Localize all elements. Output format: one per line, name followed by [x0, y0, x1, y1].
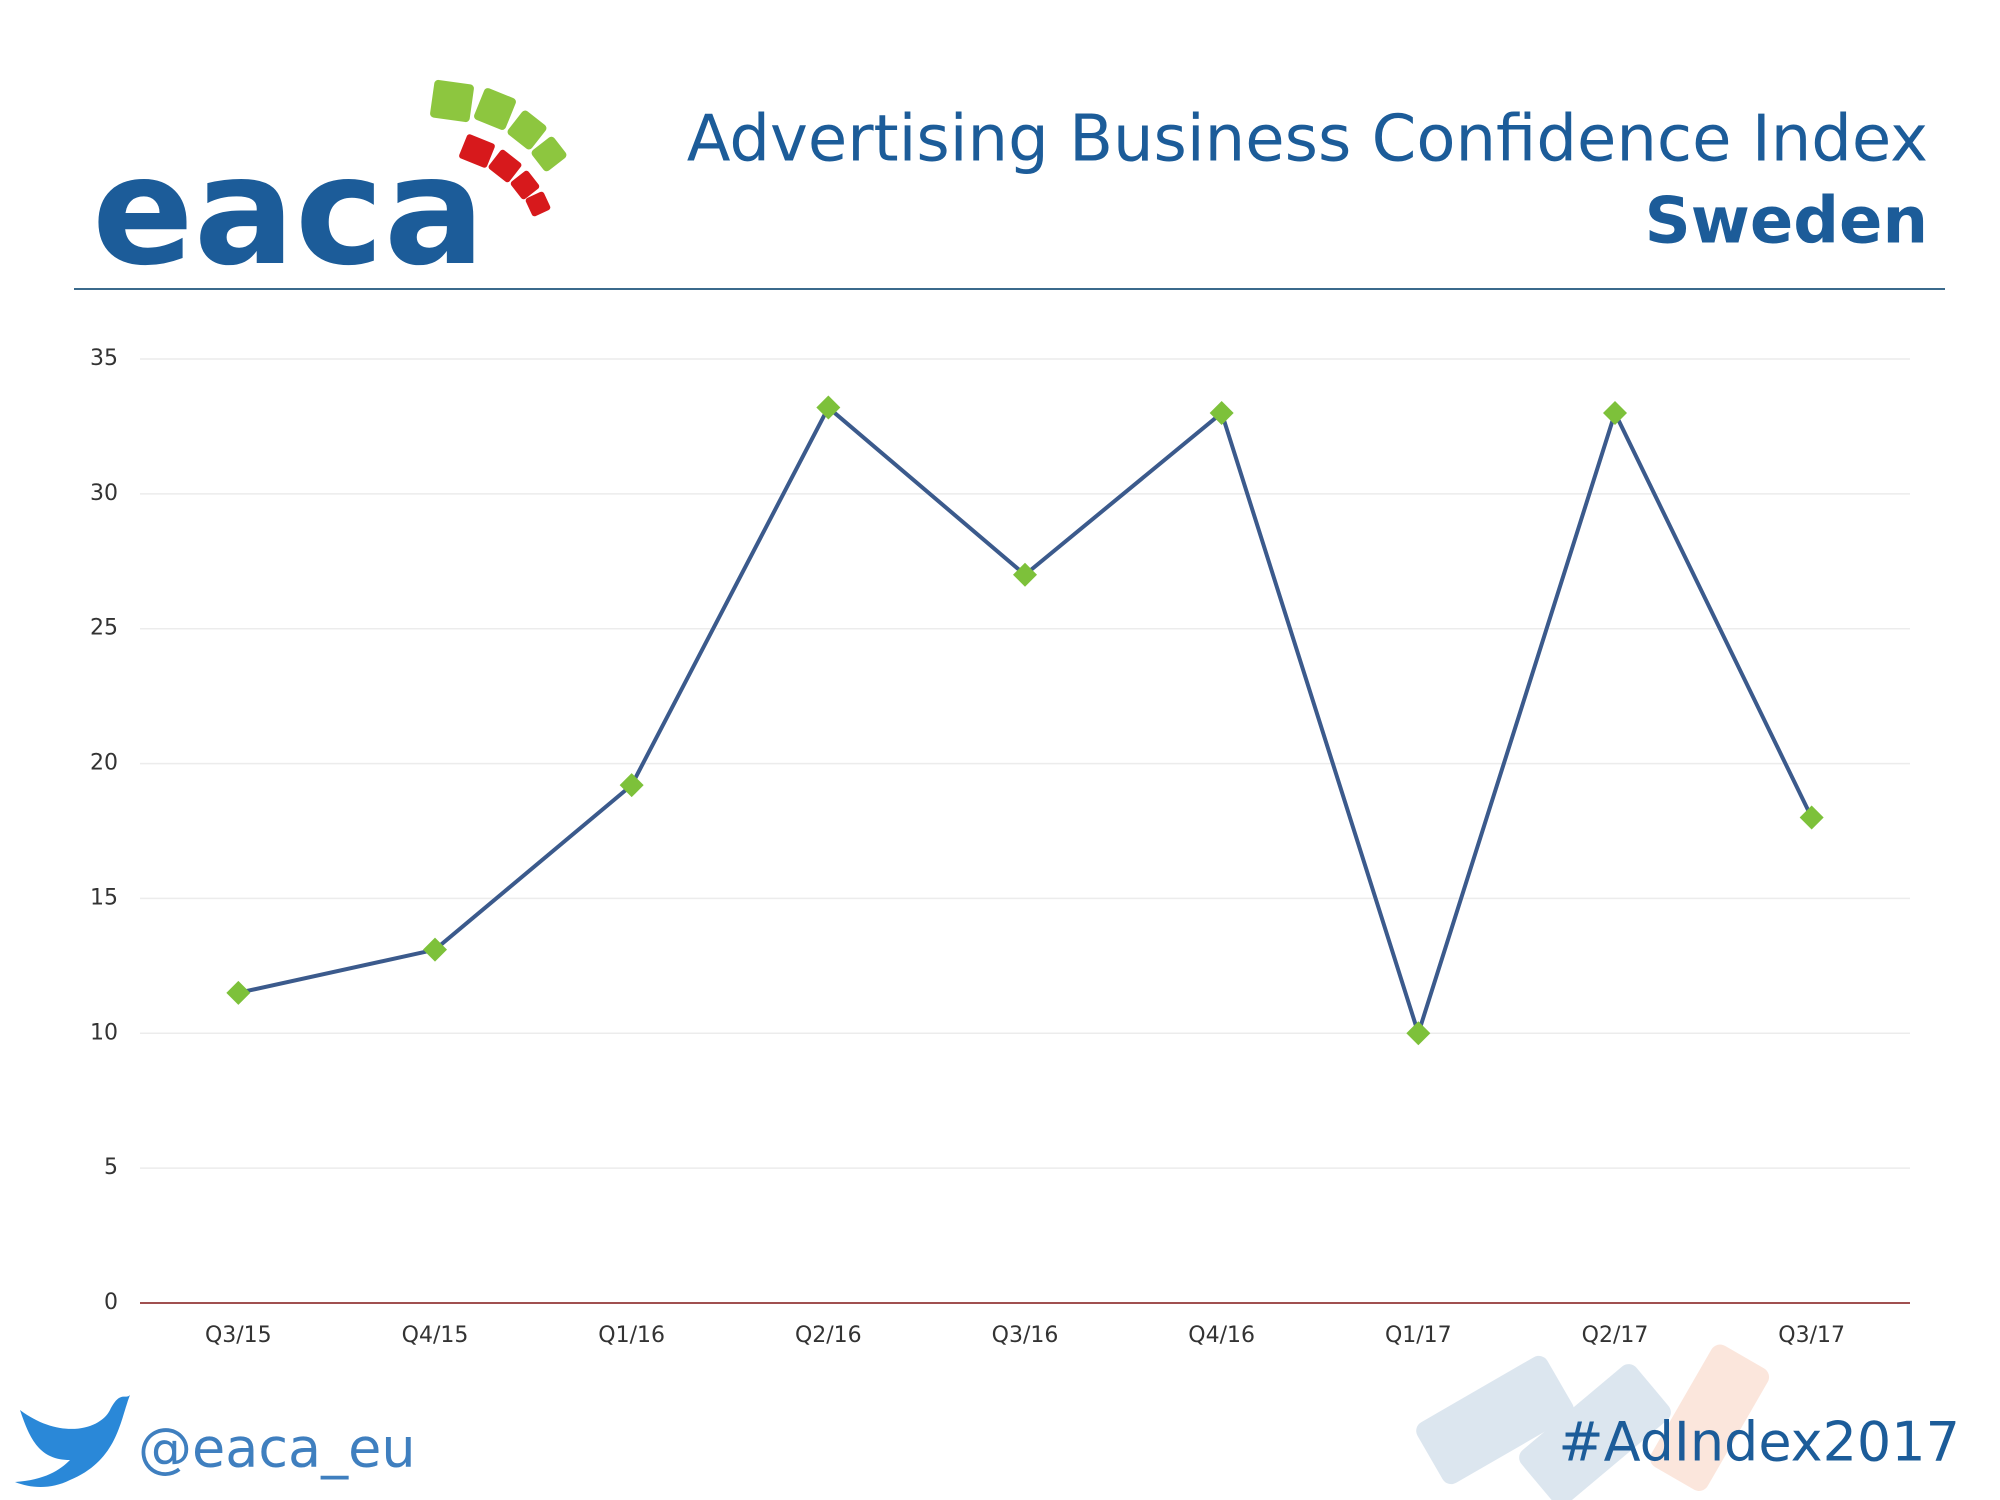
footer-decoration: [1416, 1344, 1770, 1500]
marker: [423, 937, 447, 962]
hashtag: #AdIndex2017: [1558, 1411, 1960, 1474]
y-tick-label: 20: [90, 751, 118, 776]
logo-text: eaca: [92, 125, 485, 299]
marker: [1013, 562, 1037, 587]
x-tick-label: Q3/16: [992, 1323, 1059, 1348]
y-tick-label: 5: [104, 1155, 118, 1180]
x-tick-label: Q3/15: [205, 1323, 272, 1348]
x-tick-label: Q1/16: [598, 1323, 665, 1348]
line: [237, 404, 1814, 1040]
chart-subtitle: Sweden: [1645, 185, 1928, 259]
marker: [1799, 805, 1824, 830]
marker: [816, 395, 841, 420]
x-tick-label: Q4/15: [402, 1323, 469, 1348]
x-tick-label: Q4/16: [1188, 1323, 1255, 1348]
y-tick-label: 30: [90, 481, 118, 506]
y-tick-label: 10: [90, 1020, 118, 1045]
marker: [226, 980, 251, 1005]
plot: 0 5 10 15 20 25 30 35 Q3/15 Q4/15 Q1/16 Q2/16 Q3/16 Q…: [90, 346, 1910, 1348]
x-tick-label: Q2/16: [795, 1323, 862, 1348]
x-tick-label: Q2/17: [1582, 1323, 1649, 1348]
chart-title: Advertising Business Confidence Index: [687, 103, 1928, 177]
twitter-handle[interactable]: @eaca_eu: [138, 1417, 416, 1480]
marker: [1406, 1021, 1431, 1046]
marker: [1209, 400, 1234, 425]
y-tick-label: 15: [90, 885, 118, 910]
y-tick-label: 35: [90, 346, 118, 371]
logo-arcs: [430, 79, 567, 217]
marker: [1603, 400, 1627, 425]
marker: [619, 773, 644, 798]
x-tick-label: Q3/17: [1778, 1323, 1845, 1348]
x-tick-label: Q1/17: [1385, 1323, 1452, 1348]
y-tick-label: 0: [104, 1290, 118, 1315]
y-tick-label: 25: [90, 616, 118, 641]
twitter-icon: [15, 1395, 130, 1487]
